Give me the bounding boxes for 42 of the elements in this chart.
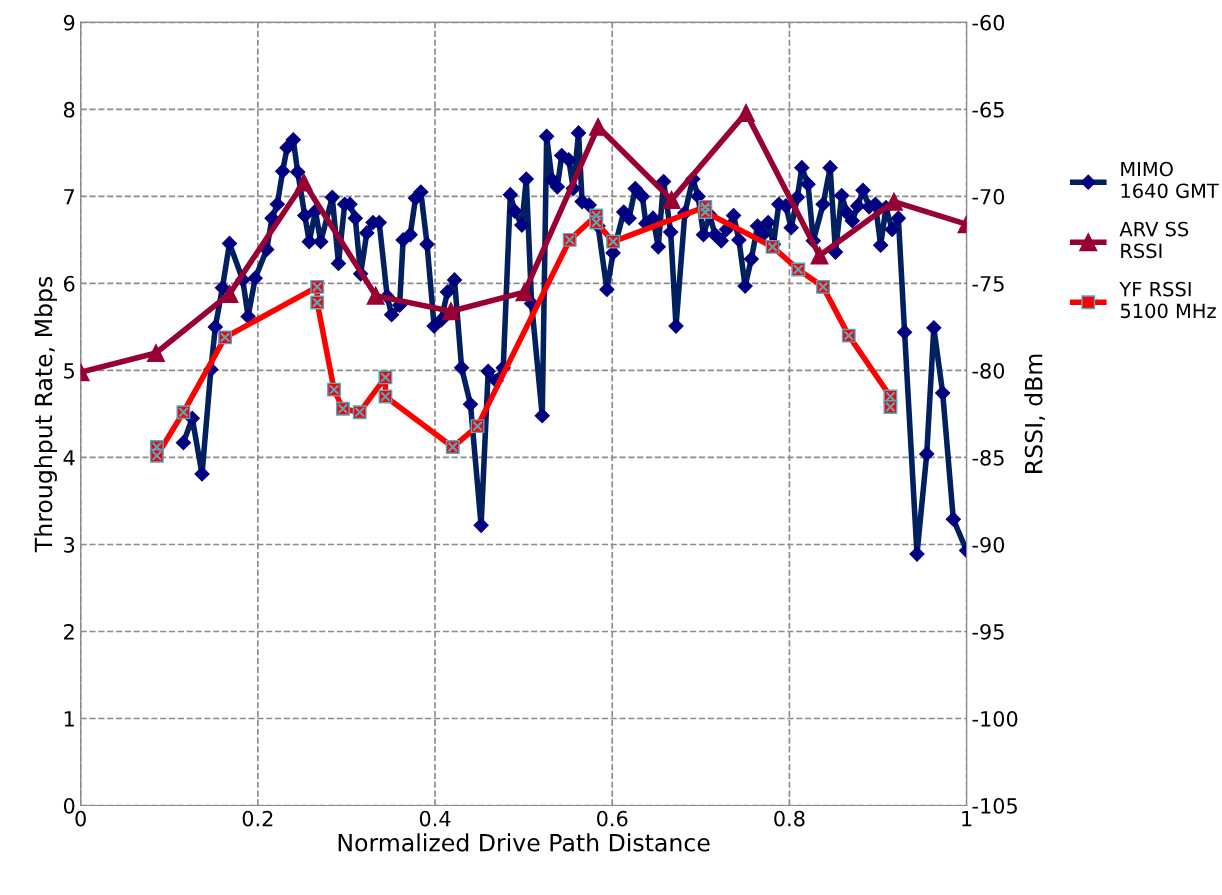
legend-label: ARV SS RSSI <box>1119 221 1189 259</box>
y-tick-label: 0 <box>63 797 75 814</box>
y-tick-label: 6 <box>63 275 75 292</box>
y2-tick-label: -105 <box>972 797 1017 814</box>
x-tick-label: 1 <box>962 811 972 827</box>
point <box>441 302 461 321</box>
y2-tick-label: -75 <box>972 276 1004 292</box>
y2-tick-label: -70 <box>972 188 1005 205</box>
legend-label: YF RSSI 5100 MHz <box>1119 281 1216 319</box>
y-tick-label: 1 <box>64 711 74 727</box>
y-tick-label: 7 <box>64 189 75 205</box>
point <box>810 246 829 265</box>
y2-tick-label: -80 <box>972 362 1005 379</box>
y-tick-label: 9 <box>63 14 75 31</box>
x-tick-label: 0.6 <box>597 810 628 827</box>
x-axis-title: Normalized Drive Path Distance <box>338 833 710 852</box>
point <box>736 103 756 122</box>
y2-tick-label: -95 <box>972 623 1004 640</box>
y2-axis-title: RSSI, dBm <box>1024 354 1045 473</box>
y2-tick-label: -85 <box>972 449 1004 466</box>
y-tick-label: 3 <box>64 536 75 553</box>
y-tick-label: 8 <box>63 101 75 118</box>
point <box>884 192 903 211</box>
y-tick-label: 2 <box>64 623 74 640</box>
x-tick-label: 0.2 <box>242 810 273 827</box>
point <box>515 283 534 302</box>
y2-tick-label: -100 <box>972 710 1018 727</box>
y2-tick-label: -60 <box>972 14 1005 31</box>
x-tick-label: 0.4 <box>419 810 451 827</box>
y2-tick-label: -90 <box>972 536 1005 553</box>
point <box>220 284 239 303</box>
point <box>366 286 385 305</box>
y2-tick-label: -65 <box>972 101 1004 118</box>
y-tick-label: 5 <box>64 363 74 379</box>
point <box>146 343 165 363</box>
x-tick-label: 0.8 <box>774 810 805 827</box>
point <box>294 173 313 192</box>
y-axis-title: Throughput Rate, Mbps <box>34 276 57 553</box>
x-tick-label: 0 <box>75 810 86 827</box>
point <box>662 190 681 209</box>
legend-label: MIMO 1640 GMT <box>1121 161 1219 199</box>
y-tick-label: 4 <box>63 450 75 466</box>
